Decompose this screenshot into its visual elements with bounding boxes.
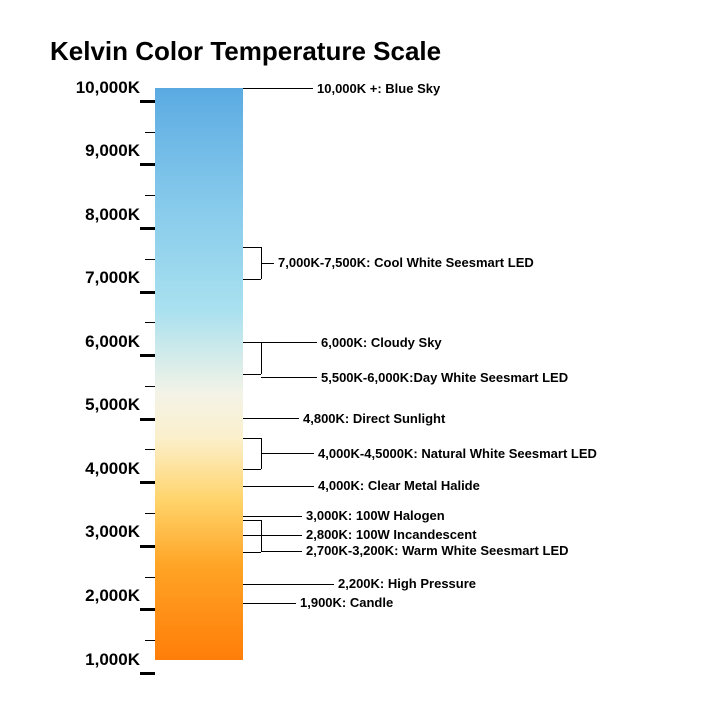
axis-tick bbox=[140, 418, 155, 421]
bracket-stub bbox=[243, 247, 261, 249]
kelvin-scale-infographic: Kelvin Color Temperature Scale 10,000K 9,… bbox=[0, 0, 718, 716]
bracket-vertical bbox=[261, 342, 263, 374]
axis-subtick bbox=[145, 640, 155, 641]
leader-line bbox=[243, 603, 296, 605]
axis-label: 4,000K bbox=[85, 459, 140, 479]
annotation-label: 4,000K: Clear Metal Halide bbox=[318, 478, 480, 493]
axis-tick bbox=[140, 545, 155, 548]
axis-label: 10,000K bbox=[76, 78, 140, 98]
axis-label: 1,000K bbox=[85, 650, 140, 670]
leader-line bbox=[243, 88, 313, 90]
leader-line bbox=[261, 377, 317, 379]
annotation-label: 5,500K-6,000K:Day White Seesmart LED bbox=[321, 370, 568, 385]
annotation-label: 3,000K: 100W Halogen bbox=[306, 508, 445, 523]
axis-label: 3,000K bbox=[85, 522, 140, 542]
axis-tick bbox=[140, 163, 155, 166]
axis-subtick bbox=[145, 577, 155, 578]
gradient-bar bbox=[155, 88, 243, 660]
annotation-label: 6,000K: Cloudy Sky bbox=[321, 335, 442, 350]
axis-tick bbox=[140, 354, 155, 357]
leader-line bbox=[243, 535, 302, 537]
annotation-label: 4,000K-4,5000K: Natural White Seesmart L… bbox=[318, 446, 597, 461]
axis-label: 7,000K bbox=[85, 268, 140, 288]
leader-line bbox=[243, 516, 302, 518]
axis-subtick bbox=[145, 259, 155, 260]
axis-subtick bbox=[145, 513, 155, 514]
annotation-label: 10,000K +: Blue Sky bbox=[317, 81, 440, 96]
axis-label: 9,000K bbox=[85, 141, 140, 161]
axis-tick bbox=[140, 291, 155, 294]
bracket-stub bbox=[243, 520, 261, 522]
bracket-stub bbox=[243, 438, 261, 440]
bracket-stub bbox=[243, 374, 261, 376]
axis-tick bbox=[140, 672, 155, 675]
axis-label: 6,000K bbox=[85, 332, 140, 352]
bracket-stub bbox=[243, 469, 261, 471]
chart-title: Kelvin Color Temperature Scale bbox=[50, 36, 441, 67]
axis-tick bbox=[140, 608, 155, 611]
leader-line bbox=[243, 584, 334, 586]
axis-label: 5,000K bbox=[85, 395, 140, 415]
leader-line bbox=[243, 418, 299, 420]
axis-subtick bbox=[145, 386, 155, 387]
annotation-label: 2,700K-3,200K: Warm White Seesmart LED bbox=[306, 543, 569, 558]
axis-label: 8,000K bbox=[85, 205, 140, 225]
annotation-label: 2,200K: High Pressure bbox=[338, 576, 476, 591]
annotation-label: 1,900K: Candle bbox=[300, 595, 393, 610]
axis-subtick bbox=[145, 322, 155, 323]
bracket-stub bbox=[243, 552, 261, 554]
axis-subtick bbox=[145, 195, 155, 196]
axis-subtick bbox=[145, 132, 155, 133]
leader-line bbox=[261, 263, 274, 265]
axis-tick bbox=[140, 100, 155, 103]
bracket-stub bbox=[243, 342, 261, 344]
annotation-label: 4,800K: Direct Sunlight bbox=[303, 411, 445, 426]
leader-line bbox=[243, 486, 314, 488]
annotation-label: 7,000K-7,500K: Cool White Seesmart LED bbox=[278, 255, 534, 270]
axis-tick bbox=[140, 481, 155, 484]
bracket-stub bbox=[243, 279, 261, 281]
axis-tick bbox=[140, 227, 155, 230]
annotation-label: 2,800K: 100W Incandescent bbox=[306, 527, 477, 542]
axis-label: 2,000K bbox=[85, 586, 140, 606]
axis-subtick bbox=[145, 449, 155, 450]
leader-line bbox=[261, 551, 302, 553]
bracket-vertical bbox=[261, 520, 263, 552]
leader-line bbox=[261, 453, 314, 455]
